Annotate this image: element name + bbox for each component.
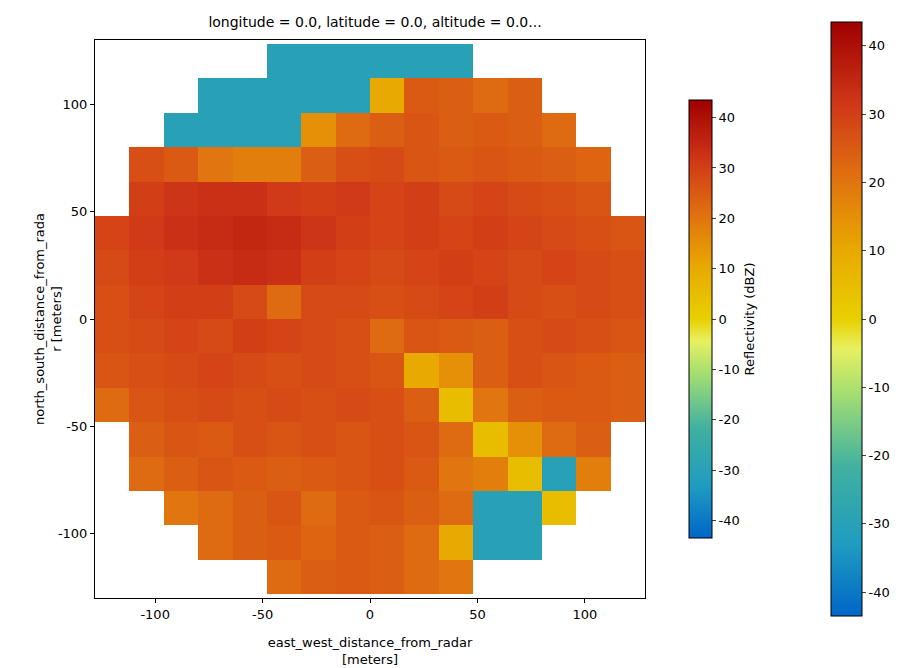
svg-text:0: 0 — [79, 312, 87, 327]
svg-text:-10: -10 — [869, 380, 890, 395]
svg-text:10: 10 — [869, 243, 886, 258]
svg-text:-40: -40 — [869, 585, 890, 600]
svg-text:50: 50 — [71, 204, 88, 219]
svg-text:10: 10 — [719, 261, 736, 276]
svg-text:20: 20 — [869, 175, 886, 190]
svg-text:-20: -20 — [869, 448, 890, 463]
svg-text:40: 40 — [719, 110, 736, 125]
svg-text:-40: -40 — [719, 513, 740, 528]
svg-text:30: 30 — [869, 107, 886, 122]
svg-text:100: 100 — [63, 97, 88, 112]
svg-text:50: 50 — [469, 607, 486, 622]
svg-text:-100: -100 — [58, 526, 88, 541]
svg-text:100: 100 — [572, 607, 597, 622]
svg-text:0: 0 — [366, 607, 374, 622]
svg-text:Reflectivity (dBZ): Reflectivity (dBZ) — [742, 263, 757, 376]
svg-text:-30: -30 — [719, 463, 740, 478]
svg-text:-50: -50 — [252, 607, 273, 622]
svg-text:-100: -100 — [140, 607, 170, 622]
svg-text:-50: -50 — [66, 419, 87, 434]
svg-text:-30: -30 — [869, 516, 890, 531]
svg-text:longitude = 0.0, latitude = 0.: longitude = 0.0, latitude = 0.0, altitud… — [208, 14, 541, 30]
svg-text:-20: -20 — [719, 412, 740, 427]
svg-text:30: 30 — [719, 161, 736, 176]
svg-text:40: 40 — [869, 38, 886, 53]
svg-text:0: 0 — [869, 312, 877, 327]
svg-text:20: 20 — [719, 211, 736, 226]
svg-text:0: 0 — [719, 312, 727, 327]
svg-text:east_west_distance_from_radar[: east_west_distance_from_radar[meters] — [268, 635, 473, 667]
svg-text:north_south_distance_from_rada: north_south_distance_from_radar [meters] — [32, 213, 64, 425]
svg-text:-10: -10 — [719, 362, 740, 377]
